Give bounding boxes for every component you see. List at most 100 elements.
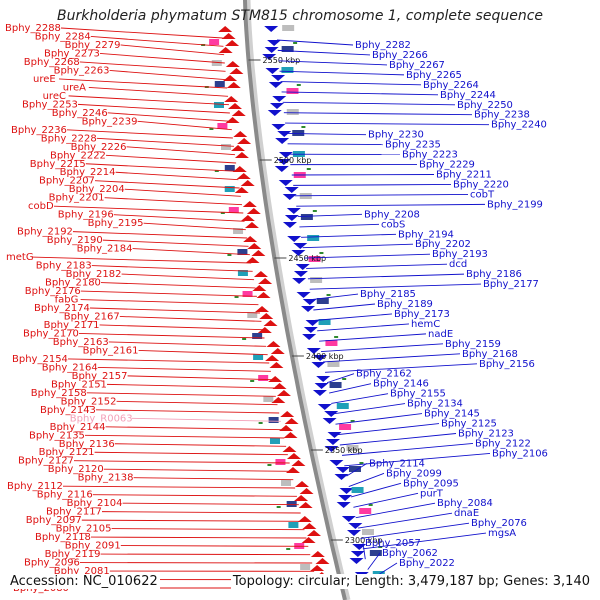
leader-line [138, 349, 268, 356]
leader-line [120, 44, 225, 56]
leader-line [73, 460, 290, 464]
forward-gene-arrow [270, 348, 285, 354]
leader-line [116, 400, 278, 406]
gene-label-forward: Bphy_2163 [53, 337, 109, 348]
leader-line [94, 180, 240, 189]
tick-marker [296, 84, 301, 86]
kbp-tick-label: 2300 kbp [345, 536, 383, 545]
right-labels: Bphy_2282Bphy_2266Bphy_2267Bphy_2265Bphy… [276, 39, 548, 581]
gene-label-forward: Bphy_2136 [59, 439, 115, 450]
leader-line [114, 443, 287, 447]
tick-marker [326, 294, 331, 296]
reverse-gene-arrow [312, 390, 327, 396]
gene-label-forward: Bphy_2151 [51, 379, 107, 390]
gene-label-reverse: Bphy_2235 [385, 140, 441, 151]
forward-gene-arrow [258, 278, 273, 284]
forward-gene-arrow [223, 75, 238, 81]
reverse-gene-arrow [293, 271, 308, 277]
leader-line [101, 511, 301, 514]
leader-line [307, 273, 465, 280]
reverse-gene-arrow [348, 523, 363, 529]
leader-line [85, 163, 238, 172]
cog-category-block [237, 249, 248, 255]
gene-label-reverse: dcd [449, 259, 467, 270]
gene-label-forward: Bphy_2279 [65, 40, 121, 51]
leader-line [58, 78, 228, 89]
cog-category-block [286, 109, 299, 115]
gene-label-reverse: Bphy_2229 [419, 160, 475, 171]
leader-line [335, 413, 423, 425]
leader-line [333, 403, 406, 415]
forward-gene-arrow [234, 187, 249, 193]
left-labels: Bphy_2288Bphy_2284Bphy_2279Bphy_2273Bphy… [5, 23, 319, 594]
leader-line [106, 383, 275, 389]
tick-marker [220, 212, 225, 214]
gene-label-forward: ureE [33, 74, 56, 85]
gene-label-forward: Bphy_2118 [35, 532, 91, 543]
forward-gene-arrow [237, 138, 252, 144]
gene-label-reverse: Bphy_2266 [372, 50, 428, 61]
leader-line [279, 70, 405, 76]
tick-marker [312, 210, 317, 212]
gene-label-reverse: Bphy_2076 [471, 518, 527, 529]
gene-label-forward: Bphy_R0063 [70, 413, 133, 424]
gene-label-reverse: Bphy_2125 [441, 419, 497, 430]
leader-line [311, 293, 359, 301]
gene-label-reverse: purT [420, 488, 444, 499]
tick-marker [359, 462, 364, 464]
gene-label-reverse: Bphy_2208 [364, 209, 420, 220]
gene-label-reverse: Bphy_2282 [355, 40, 411, 51]
reverse-gene-arrow [316, 376, 331, 382]
leader-line [99, 324, 263, 331]
gene-label-forward: Bphy_2097 [26, 515, 82, 526]
gene-label-forward: Bphy_2228 [41, 133, 97, 144]
tick-marker [286, 548, 291, 550]
leader-line [89, 307, 260, 314]
cog-category-block [286, 88, 299, 94]
reverse-gene-arrow [302, 299, 317, 305]
forward-gene-arrow [243, 236, 258, 242]
tick-marker [234, 296, 239, 298]
reverse-gene-arrow [295, 264, 310, 270]
gene-label-forward: Bphy_2192 [17, 227, 73, 238]
gene-label-forward: Bphy_2207 [39, 176, 95, 187]
forward-gene-arrow [251, 250, 266, 256]
leader-line [100, 282, 256, 289]
reverse-gene-arrow [334, 474, 349, 480]
leader-line [281, 91, 439, 96]
gene-label-forward: Bphy_2236 [11, 125, 67, 136]
leader-line [67, 358, 270, 364]
cog-category-block [281, 46, 294, 52]
leader-line [301, 233, 397, 238]
forward-gene-arrow [315, 558, 330, 564]
reverse-gene-arrow [277, 131, 292, 137]
reverse-gene-arrow [275, 138, 290, 144]
cog-category-block [292, 130, 305, 136]
leader-line [95, 409, 280, 414]
topology-summary: Topology: circular; Length: 3,479,187 bp… [230, 574, 592, 589]
leader-line [100, 553, 311, 556]
gene-label-forward: Bphy_2120 [48, 464, 104, 475]
gene-label-forward: Bphy_2195 [88, 218, 144, 229]
gene-label-forward: Bphy_2196 [58, 210, 114, 221]
gene-label-reverse: Bphy_2223 [402, 150, 458, 161]
gene-label-reverse: Bphy_2177 [483, 279, 539, 290]
cog-category-block [361, 529, 374, 535]
gene-label-forward: Bphy_2158 [31, 388, 87, 399]
leader-line [326, 373, 355, 384]
kbp-tick-label: 2500 kbp [274, 156, 312, 165]
forward-gene-arrow [271, 397, 286, 403]
leader-line [80, 290, 257, 297]
gene-label-forward: Bphy_2273 [44, 48, 100, 59]
leader-line [60, 27, 223, 39]
reverse-gene-arrow [282, 194, 297, 200]
tick-marker [227, 254, 232, 256]
gene-label-reverse: dnaE [454, 508, 479, 519]
leader-line [91, 265, 253, 272]
forward-gene-arrow [294, 495, 309, 501]
reverse-gene-arrow [338, 495, 353, 501]
reverse-gene-arrow [325, 439, 340, 445]
cog-category-block [316, 298, 329, 304]
